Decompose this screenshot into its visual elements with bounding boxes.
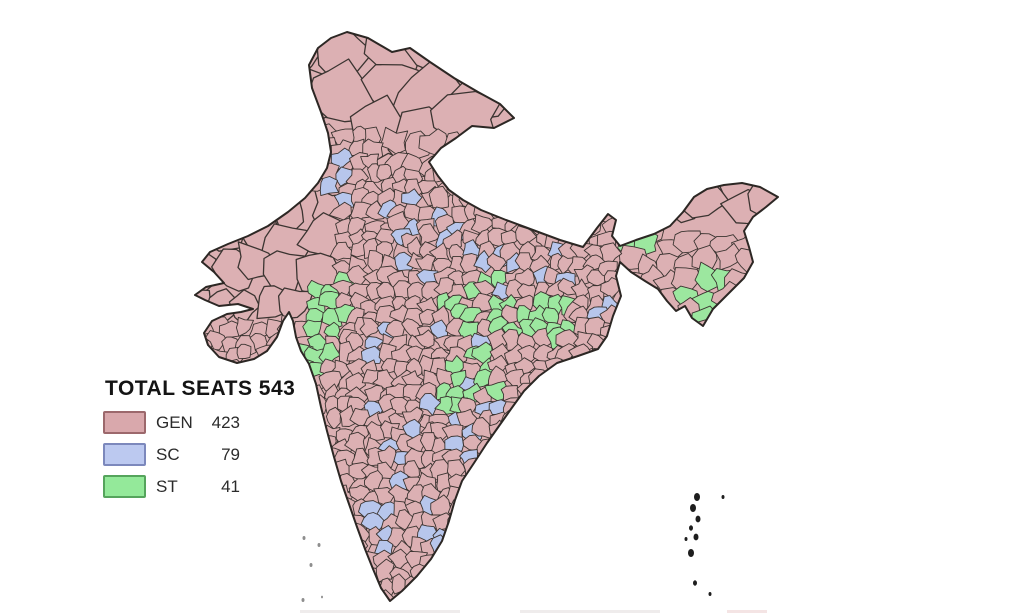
sc-value: 79 <box>221 444 240 464</box>
gen-color-swatch <box>103 411 146 434</box>
st-color-swatch <box>103 475 146 498</box>
legend-title: TOTAL SEATS 543 <box>105 377 296 400</box>
map-legend: TOTAL SEATS 543 GEN 423 SC 79 ST 41 <box>103 377 295 507</box>
legend-row-st: ST 41 <box>103 475 295 498</box>
gen-label: GEN <box>156 412 193 432</box>
scan-artifact <box>300 610 460 613</box>
st-label: ST <box>156 476 178 496</box>
scan-artifact <box>520 610 660 613</box>
lakshadweep-islands <box>301 535 323 603</box>
gen-value: 423 <box>211 412 240 432</box>
legend-row-gen: GEN 423 <box>103 411 295 434</box>
sc-color-swatch <box>103 443 146 466</box>
andaman-nicobar-islands <box>684 492 725 597</box>
scan-artifact <box>727 610 767 613</box>
sc-label: SC <box>156 444 180 464</box>
india-outline <box>194 31 779 602</box>
legend-row-sc: SC 79 <box>103 443 295 466</box>
st-value: 41 <box>221 476 240 496</box>
